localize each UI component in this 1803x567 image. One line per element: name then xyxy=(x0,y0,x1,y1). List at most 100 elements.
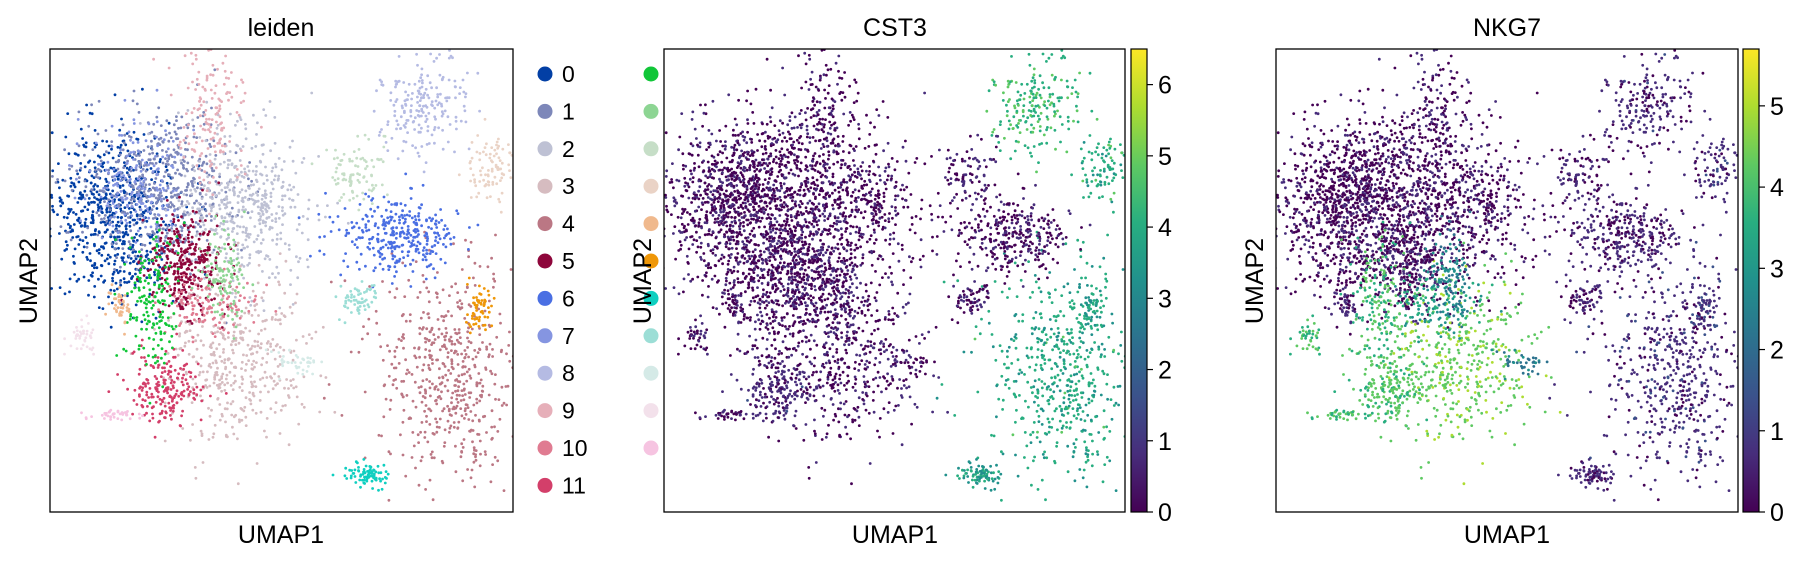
umap-point xyxy=(86,345,89,348)
umap-point xyxy=(386,216,389,219)
umap-point xyxy=(51,175,54,178)
umap-point xyxy=(404,126,407,129)
umap-point xyxy=(517,384,520,387)
umap-point xyxy=(189,273,192,276)
umap-point xyxy=(203,260,206,263)
umap-point xyxy=(85,146,88,149)
umap-point xyxy=(100,254,103,257)
umap-point xyxy=(281,206,284,209)
umap-point xyxy=(63,353,66,356)
umap-point xyxy=(227,308,230,311)
umap-point xyxy=(51,131,54,134)
umap-point xyxy=(426,265,429,268)
umap-point xyxy=(117,295,120,298)
umap-point xyxy=(358,268,361,271)
umap-point xyxy=(413,445,416,448)
umap-point xyxy=(86,208,89,211)
umap-point xyxy=(382,84,385,87)
umap-point xyxy=(173,233,176,236)
umap-point xyxy=(138,214,141,217)
umap-point xyxy=(178,332,181,335)
umap-point xyxy=(255,238,258,241)
umap-point xyxy=(476,72,479,75)
umap-point xyxy=(364,193,367,196)
umap-point xyxy=(163,362,166,365)
umap-point xyxy=(441,410,444,413)
umap-point xyxy=(365,476,368,479)
umap-point xyxy=(243,210,246,213)
umap-point xyxy=(270,181,273,184)
umap-point xyxy=(260,296,263,299)
umap-point xyxy=(422,379,425,382)
umap-point xyxy=(431,245,434,248)
umap-point xyxy=(420,385,423,388)
umap-point xyxy=(151,208,154,211)
umap-point xyxy=(156,322,159,325)
umap-point xyxy=(278,283,281,286)
umap-point xyxy=(235,85,238,88)
umap-point xyxy=(378,134,381,137)
umap-point xyxy=(318,250,321,253)
umap-point xyxy=(471,157,474,160)
umap-point xyxy=(252,385,255,388)
umap-point xyxy=(453,151,456,154)
umap-point xyxy=(499,179,502,182)
umap-point xyxy=(478,292,481,295)
umap-point xyxy=(293,350,296,353)
umap-point xyxy=(176,270,179,273)
umap-point xyxy=(69,225,72,228)
umap-point xyxy=(89,259,92,262)
umap-point xyxy=(542,354,545,357)
umap-point xyxy=(248,170,251,173)
umap-point xyxy=(119,239,122,242)
umap-point xyxy=(180,247,183,250)
umap-point xyxy=(177,276,180,279)
umap-point xyxy=(385,209,388,212)
legend-label: 3 xyxy=(562,173,575,199)
umap-point xyxy=(460,399,463,402)
umap-point xyxy=(161,347,164,350)
umap-point xyxy=(439,258,442,261)
umap-point xyxy=(130,202,133,205)
umap-point xyxy=(213,354,216,357)
umap-point xyxy=(175,278,178,281)
umap-point xyxy=(347,222,350,225)
umap-point xyxy=(454,384,457,387)
umap-point xyxy=(143,294,146,297)
umap-point xyxy=(144,226,147,229)
umap-point xyxy=(484,173,487,176)
umap-point xyxy=(134,255,137,258)
umap-point xyxy=(422,311,425,314)
umap-point xyxy=(270,350,273,353)
umap-point xyxy=(501,162,504,165)
umap-point xyxy=(403,214,406,217)
umap-point xyxy=(167,147,170,150)
umap-point xyxy=(415,245,418,248)
umap-point xyxy=(242,354,245,357)
umap-point xyxy=(221,373,224,376)
umap-point xyxy=(232,249,235,252)
umap-point xyxy=(83,225,86,228)
umap-point xyxy=(262,238,265,241)
umap-point xyxy=(57,162,60,165)
umap-point xyxy=(132,141,135,144)
umap-point xyxy=(204,249,207,252)
umap-point xyxy=(162,220,165,223)
umap-point xyxy=(152,217,155,220)
umap-point xyxy=(274,163,277,166)
umap-point xyxy=(166,241,169,244)
umap-point xyxy=(132,169,135,172)
umap-point xyxy=(45,197,48,200)
umap-point xyxy=(238,421,241,424)
umap-point xyxy=(232,433,235,436)
umap-point xyxy=(377,206,380,209)
umap-point xyxy=(488,394,491,397)
umap-point xyxy=(401,150,404,153)
umap-point xyxy=(440,219,443,222)
umap-point xyxy=(137,186,140,189)
umap-point xyxy=(277,175,280,178)
umap-point xyxy=(149,242,152,245)
umap-point xyxy=(346,265,349,268)
umap-point xyxy=(235,326,238,329)
umap-point xyxy=(198,374,201,377)
